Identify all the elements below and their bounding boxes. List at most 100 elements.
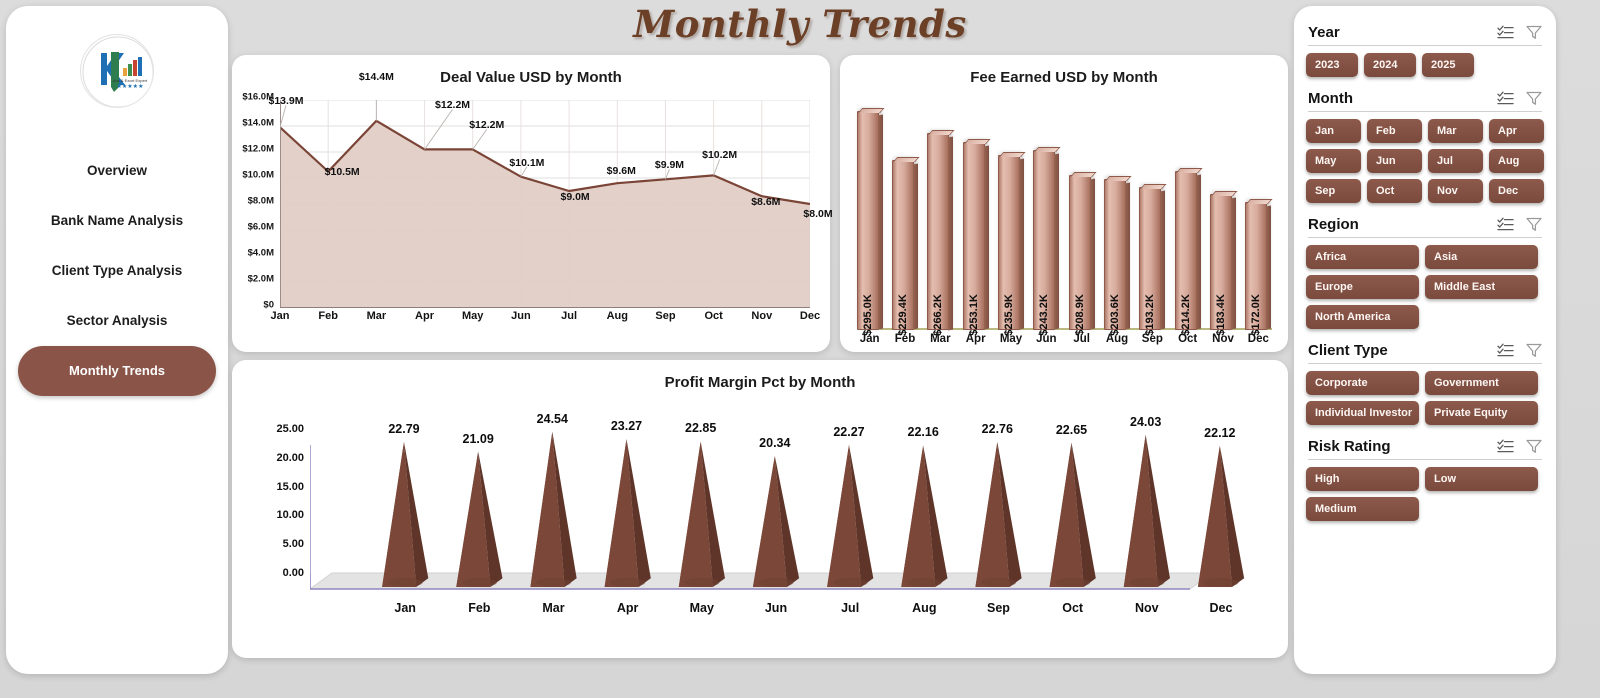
profit-margin-y-tick: 20.00 — [276, 451, 304, 464]
filter-chip-may[interactable]: May — [1306, 149, 1361, 173]
fee-earned-bar: $172.0K — [1245, 199, 1273, 336]
fee-earned-x-tick: May — [999, 333, 1023, 345]
filter-funnel-icon[interactable] — [1526, 439, 1542, 454]
profit-margin-x-tick: Feb — [468, 601, 491, 615]
fee-earned-data-label: $229.4K — [897, 294, 909, 336]
left-sidebar: Anz & Excel Expert ★★★★★ Overview Bank Na… — [6, 6, 228, 674]
filter-chip-individual-investor[interactable]: Individual Investor — [1306, 401, 1419, 425]
filter-chip-list: Africa Asia Europe Middle East North America — [1306, 245, 1544, 329]
fee-earned-bar-cap — [1140, 183, 1167, 189]
fee-earned-x-tick: Sep — [1141, 333, 1163, 345]
filter-chip-jan[interactable]: Jan — [1306, 119, 1361, 143]
sidebar-item-client-type-analysis[interactable]: Client Type Analysis — [51, 263, 183, 278]
fee-earned-bar-body: $193.2K — [1139, 183, 1167, 336]
filter-chip-feb[interactable]: Feb — [1367, 119, 1422, 143]
fee-earned-bar-body: $183.4K — [1210, 190, 1238, 336]
filter-group-icons — [1497, 91, 1542, 106]
filter-chip-mar[interactable]: Mar — [1428, 119, 1483, 143]
filter-chip-2023[interactable]: 2023 — [1306, 53, 1358, 77]
filter-chip-oct[interactable]: Oct — [1367, 179, 1422, 203]
checklist-icon[interactable] — [1497, 217, 1514, 232]
profit-margin-x-tick: Jul — [841, 601, 860, 615]
profit-margin-x-tick: Mar — [542, 601, 565, 615]
filter-chip-corporate[interactable]: Corporate — [1306, 371, 1419, 395]
filter-chip-dec[interactable]: Dec — [1489, 179, 1544, 203]
filter-chip-low[interactable]: Low — [1425, 467, 1538, 491]
filter-chip-high[interactable]: High — [1306, 467, 1419, 491]
filter-group-divider — [1308, 237, 1542, 238]
filter-chip-apr[interactable]: Apr — [1489, 119, 1544, 143]
filter-chip-private-equity[interactable]: Private Equity — [1425, 401, 1538, 425]
logo-circle: Anz & Excel Expert ★★★★★ — [80, 34, 154, 108]
profit-margin-y-tick: 5.00 — [282, 538, 304, 551]
profit-margin-data-label: 22.76 — [981, 421, 1013, 436]
fee-earned-bar-body: $295.0K — [856, 108, 885, 336]
fee-earned-bar-cap — [1175, 168, 1203, 174]
filter-group-client-type: Client Type Corporate Government Individual… — [1306, 342, 1544, 425]
sidebar-item-bank-name-analysis[interactable]: Bank Name Analysis — [50, 213, 184, 228]
sidebar-item-overview[interactable]: Overview — [86, 163, 148, 178]
filter-group-title: Risk Rating — [1308, 438, 1391, 455]
filter-chip-2024[interactable]: 2024 — [1364, 53, 1416, 77]
filter-chip-list: Jan Feb Mar Apr May Jun Jul Aug Sep Oct Nov Dec — [1306, 119, 1544, 203]
fee-earned-data-label: $214.2K — [1179, 294, 1192, 336]
filter-chip-jul[interactable]: Jul — [1428, 149, 1483, 173]
checklist-icon[interactable] — [1497, 91, 1514, 106]
fee-earned-bar: $253.1K — [962, 139, 991, 336]
filter-funnel-icon[interactable] — [1526, 25, 1542, 40]
filter-group-title: Year — [1308, 24, 1340, 41]
filter-group-title: Region — [1308, 216, 1359, 233]
filter-chip-north-america[interactable]: North America — [1306, 305, 1419, 329]
filter-chip-government[interactable]: Government — [1425, 371, 1538, 395]
filter-group-divider — [1308, 111, 1542, 112]
filter-chip-sep[interactable]: Sep — [1306, 179, 1361, 203]
fee-earned-x-tick: Mar — [930, 333, 951, 345]
filter-chip-europe[interactable]: Europe — [1306, 275, 1419, 299]
deal-value-data-label: $12.2M — [469, 119, 505, 132]
profit-margin-data-label: 23.27 — [610, 418, 643, 433]
filter-chip-aug[interactable]: Aug — [1489, 149, 1544, 173]
filter-chip-list: High Low Medium — [1306, 467, 1544, 521]
filter-funnel-icon[interactable] — [1526, 91, 1542, 106]
deal-value-data-label: $10.2M — [702, 149, 738, 162]
filter-chip-nov[interactable]: Nov — [1428, 179, 1483, 203]
fee-earned-x-tick: Oct — [1178, 333, 1198, 345]
fee-earned-bar: $183.4K — [1210, 190, 1238, 336]
fee-earned-data-label: $208.9K — [1073, 294, 1086, 336]
filter-group-icons — [1497, 25, 1542, 40]
filter-chip-middle-east[interactable]: Middle East — [1425, 275, 1538, 299]
profit-margin-x-tick: Oct — [1062, 601, 1084, 615]
fee-earned-x-tick: Jan — [859, 333, 880, 345]
profit-margin-y-tick: 25.00 — [276, 423, 304, 435]
filter-chip-africa[interactable]: Africa — [1306, 245, 1419, 269]
fee-earned-bar: $214.2K — [1174, 168, 1203, 336]
sidebar-item-sector-analysis[interactable]: Sector Analysis — [66, 313, 168, 328]
checklist-icon[interactable] — [1497, 343, 1514, 358]
filter-group-risk-rating: Risk Rating High Low Medium — [1306, 438, 1544, 521]
profit-margin-data-label: 22.79 — [388, 421, 420, 436]
profit-margin-x-tick: Dec — [1209, 601, 1233, 615]
checklist-icon[interactable] — [1497, 439, 1514, 454]
fee-earned-bar: $266.2K — [927, 129, 955, 336]
fee-earned-data-label: $183.4K — [1215, 294, 1227, 336]
fee-earned-bar-body: $266.2K — [927, 129, 955, 336]
filter-chip-asia[interactable]: Asia — [1425, 245, 1538, 269]
profit-margin-y-tick: 15.00 — [276, 480, 304, 493]
filter-funnel-icon[interactable] — [1526, 343, 1542, 358]
filter-chip-jun[interactable]: Jun — [1367, 149, 1422, 173]
profit-margin-x-tick: Sep — [987, 601, 1010, 615]
filter-funnel-icon[interactable] — [1526, 217, 1542, 232]
fee-earned-bar: $295.0K — [856, 108, 885, 336]
deal-value-x-tick: Aug — [606, 310, 628, 322]
svg-text:Anz & Excel Expert: Anz & Excel Expert — [113, 78, 148, 83]
sidebar-item-monthly-trends[interactable]: Monthly Trends — [18, 346, 216, 396]
fee-earned-bar-cap — [963, 139, 991, 145]
deal-value-x-tick: Apr — [415, 310, 435, 322]
filter-chip-medium[interactable]: Medium — [1306, 497, 1419, 521]
fee-earned-bar: $208.9K — [1068, 172, 1097, 336]
fee-earned-bar-cap — [928, 129, 955, 135]
deal-value-data-label: $9.6M — [606, 165, 636, 178]
checklist-icon[interactable] — [1497, 25, 1514, 40]
filter-chip-2025[interactable]: 2025 — [1422, 53, 1474, 77]
